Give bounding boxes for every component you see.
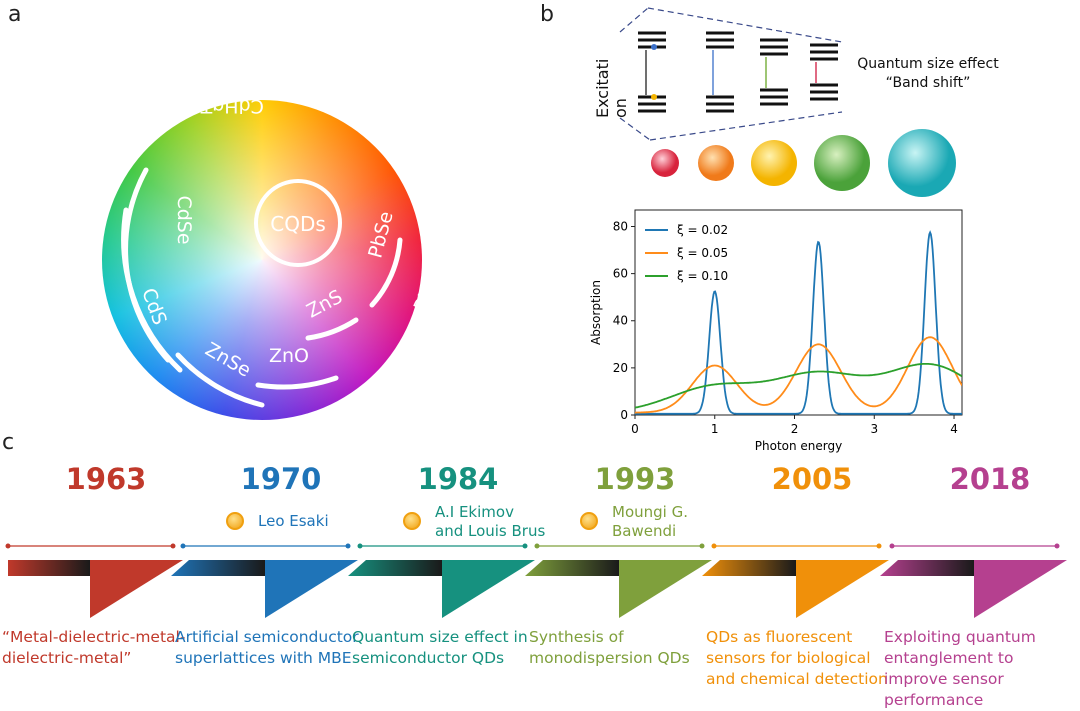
- timeline-desc-2: Quantum size effect in semiconductor QDs: [352, 628, 528, 667]
- medal-icon: [580, 512, 598, 530]
- y-tick-label: 80: [613, 219, 628, 233]
- x-tick-label: 0: [631, 422, 639, 436]
- medal-icon: [226, 512, 244, 530]
- x-tick-label: 2: [791, 422, 799, 436]
- timeline-person-2: A.I Ekimov and Louis Brus: [435, 503, 546, 540]
- material-cdhgte: CdHgTe: [192, 95, 264, 117]
- outer-arc-7: [255, 375, 339, 390]
- timeline-year-2005: 2005: [771, 462, 853, 496]
- quantum-dot-5: [888, 129, 956, 197]
- timeline-bar-4: [702, 560, 796, 576]
- timeline-dot: [180, 543, 186, 549]
- timeline-bar-2: [348, 560, 442, 576]
- quantum-dot-3: [751, 140, 797, 186]
- timeline-desc-4: QDs as fluorescent sensors for biologica…: [706, 628, 888, 688]
- medal-icon: [403, 512, 421, 530]
- quantum-dot-4: [814, 135, 870, 191]
- legend-label-2: ξ = 0.10: [677, 269, 728, 283]
- timeline-dot: [711, 543, 717, 549]
- outer-arc-8: [305, 317, 359, 341]
- timeline-graphic: [5, 543, 1067, 618]
- legend-label-0: ξ = 0.02: [677, 223, 728, 237]
- material-zns: ZnS: [303, 286, 346, 323]
- excitation-label-2: on: [611, 98, 630, 118]
- y-axis-label: Absorption: [589, 280, 603, 345]
- legend-label-1: ξ = 0.05: [677, 246, 728, 260]
- timeline-triangle-1: [265, 560, 358, 618]
- quantum-dot-1: [651, 149, 679, 177]
- x-axis-label: Photon energy: [755, 439, 842, 453]
- center-ring: [254, 179, 342, 267]
- timeline-year-2018: 2018: [949, 462, 1031, 496]
- material-pbs: PbS: [410, 274, 445, 316]
- material-inas: InAs: [349, 65, 395, 100]
- timeline-desc-3: Synthesis of monodispersion QDs: [529, 628, 690, 667]
- outer-arc-5: [121, 207, 183, 373]
- panel-label-a: a: [8, 2, 22, 27]
- effect-subtitle: “Band shift”: [886, 75, 971, 91]
- timeline-desc-0: “Metal-dielectric-metal- dielectric-meta…: [2, 628, 186, 667]
- timeline-dot: [534, 543, 540, 549]
- timeline-dot: [170, 543, 176, 549]
- timeline-person-1: Leo Esaki: [258, 512, 329, 530]
- timeline-triangle-5: [974, 560, 1067, 618]
- y-tick-label: 0: [620, 408, 628, 422]
- timeline-triangle-0: [90, 560, 183, 618]
- timeline-year-1984: 1984: [417, 462, 499, 496]
- timeline-dot: [522, 543, 528, 549]
- timeline-triangle-4: [796, 560, 889, 618]
- timeline-desc-1: Artificial semiconductor superlattices w…: [175, 628, 359, 667]
- timeline-dot: [889, 543, 895, 549]
- series-line-1: [635, 336, 962, 414]
- y-tick-label: 40: [613, 314, 628, 328]
- effect-title: Quantum size effect: [857, 56, 999, 72]
- material-pbse: PbSe: [364, 209, 397, 260]
- material-cdse: CdSe: [173, 195, 195, 244]
- y-tick-label: 60: [613, 267, 628, 281]
- timeline-bar-5: [880, 560, 974, 576]
- material-znse: ZnSe: [201, 338, 254, 381]
- timeline-triangle-2: [442, 560, 535, 618]
- material-cdte: CdTe: [426, 150, 462, 200]
- timeline-bar-3: [525, 560, 619, 576]
- wheel-center-label: CQDs: [270, 212, 326, 236]
- outer-arc-9: [369, 237, 403, 308]
- timeline-dot: [699, 543, 705, 549]
- x-tick-label: 1: [711, 422, 719, 436]
- timeline-triangle-3: [619, 560, 712, 618]
- timeline-year-1993: 1993: [594, 462, 676, 496]
- cqd-color-wheel: [102, 100, 422, 420]
- wheel-overlay: CQDs CdHgTe InAs CdTe PbSe PbS ZnS ZnO Z…: [121, 65, 490, 408]
- outer-arc-2: [409, 113, 455, 228]
- series-line-0: [635, 230, 962, 415]
- timeline-dot: [876, 543, 882, 549]
- timeline-person-3: Moungi G. Bawendi: [612, 503, 688, 540]
- series-line-2: [635, 363, 962, 409]
- material-zno: ZnO: [269, 345, 309, 367]
- x-tick-label: 4: [950, 422, 958, 436]
- outer-arc-6: [175, 352, 265, 408]
- outer-arc-1: [147, 87, 252, 135]
- timeline-year-1970: 1970: [240, 462, 322, 496]
- timeline-year-1963: 1963: [65, 462, 147, 496]
- timeline-dot: [1054, 543, 1060, 549]
- quantum-dot-2: [698, 145, 734, 181]
- y-tick-label: 20: [613, 361, 628, 375]
- chart-frame: [634, 209, 963, 416]
- panel-label-b: b: [540, 2, 554, 27]
- timeline-dot: [5, 543, 11, 549]
- band-diagram: Excitati on Quantum size effect “Band sh…: [593, 7, 999, 197]
- panel-label-c: c: [2, 430, 15, 455]
- timeline-dot: [345, 543, 351, 549]
- timeline-dot: [357, 543, 363, 549]
- x-tick-label: 3: [870, 422, 878, 436]
- outer-arc-3: [455, 147, 490, 333]
- timeline-bar-1: [171, 560, 265, 576]
- timeline-desc-5: Exploiting quantum entanglement to impro…: [884, 628, 1036, 709]
- excitation-label-1: Excitati: [593, 59, 612, 118]
- timeline-bar-0: [8, 560, 90, 576]
